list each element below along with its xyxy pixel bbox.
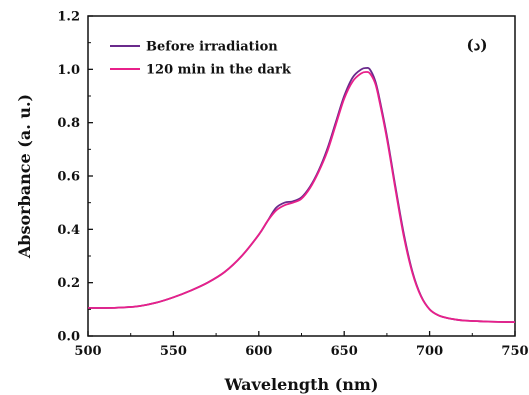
x-tick-label: 750 xyxy=(501,344,528,359)
y-tick-label: 0.4 xyxy=(57,223,80,238)
series-before-irradiation xyxy=(87,66,516,324)
series-120-min-dark xyxy=(87,71,516,324)
y-axis-title: Absorbance (a. u.) xyxy=(15,94,34,259)
legend-label-120-min-dark: 120 min in the dark xyxy=(146,63,292,78)
x-tick-label: 550 xyxy=(160,344,187,359)
y-tick-label: 0.0 xyxy=(57,330,80,345)
panel-label: (د) xyxy=(467,36,488,54)
x-tick-label: 500 xyxy=(74,344,101,359)
y-tick-label: 0.8 xyxy=(57,116,80,131)
x-tick-label: 600 xyxy=(245,344,272,359)
y-tick-label: 1.0 xyxy=(57,63,80,78)
y-tick-label: 1.2 xyxy=(57,10,80,25)
x-axis-title: Wavelength (nm) xyxy=(224,375,379,394)
plot-area: 500 550 600 650 700 750 0.0 0.2 0.4 0.6 0.8 1.0 1.2 xyxy=(57,10,528,360)
legend: Before irradiation 120 min in the dark xyxy=(110,40,292,78)
y-tick-label: 0.2 xyxy=(57,276,80,291)
series-layer xyxy=(87,66,516,324)
ticks-layer: 500 550 600 650 700 750 0.0 0.2 0.4 0.6 0.8 1.0 1.2 xyxy=(57,10,528,360)
legend-label-before-irradiation: Before irradiation xyxy=(146,40,278,55)
x-tick-label: 650 xyxy=(331,344,358,359)
y-tick-label: 0.6 xyxy=(57,170,80,185)
x-tick-label: 700 xyxy=(416,344,443,359)
